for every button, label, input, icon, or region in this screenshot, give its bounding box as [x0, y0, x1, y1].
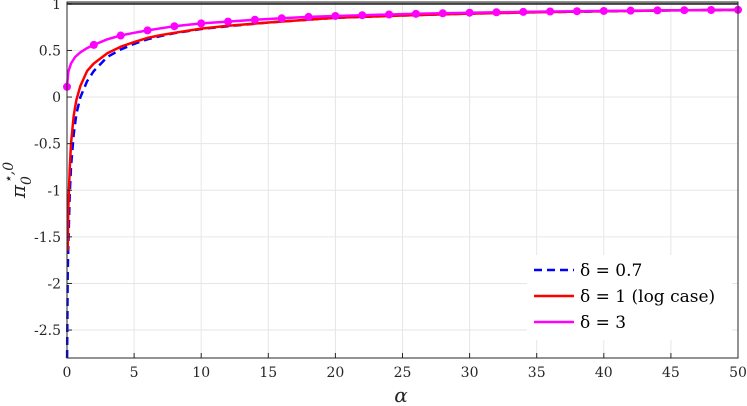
x-axis-label: α — [394, 383, 408, 406]
series-marker — [143, 26, 152, 35]
x-tick-label: 10 — [192, 365, 210, 381]
series-marker — [197, 19, 206, 28]
y-tick-label: 0.5 — [39, 43, 61, 59]
series-marker — [116, 31, 125, 40]
series-marker — [519, 7, 528, 16]
x-tick-label: 5 — [130, 365, 139, 381]
y-tick-label: -0.5 — [34, 137, 61, 153]
series-marker — [707, 6, 716, 15]
x-tick-label: 35 — [528, 365, 546, 381]
x-tick-label: 50 — [729, 365, 747, 381]
y-tick-labels: 1 0.5 0 -0.5 -1 -1.5 -2 -2.5 — [34, 0, 72, 339]
legend: δ = 0.7 δ = 1 (log case) δ = 3 — [527, 255, 732, 340]
series-marker — [277, 14, 286, 23]
legend-label-2: δ = 1 (log case) — [580, 287, 715, 307]
series-marker — [546, 7, 555, 16]
y-tick-label: 1 — [52, 0, 61, 13]
x-tick-label: 15 — [259, 365, 277, 381]
series-marker — [331, 11, 340, 20]
series-marker — [170, 22, 179, 31]
series-marker — [680, 6, 689, 15]
y-tick-label: -1 — [47, 183, 61, 199]
series-marker — [304, 12, 313, 21]
series-marker — [358, 11, 367, 20]
series-marker — [492, 8, 501, 17]
x-tick-labels: 0 5 10 15 20 25 30 35 40 45 50 — [63, 353, 747, 381]
series-marker — [411, 9, 420, 18]
x-tick-label: 30 — [461, 365, 479, 381]
series-marker — [626, 6, 635, 15]
series-marker — [250, 15, 259, 24]
x-tick-label: 20 — [326, 365, 344, 381]
series-marker — [465, 8, 474, 17]
x-tick-label: 40 — [595, 365, 613, 381]
y-tick-label: -2.5 — [34, 323, 61, 339]
series-marker — [438, 9, 447, 18]
series-marker — [572, 7, 581, 16]
series-marker — [89, 40, 98, 49]
y-tick-label: -2 — [47, 276, 61, 292]
svg-text:π0⋆,0: π0⋆,0 — [1, 162, 35, 199]
series-marker — [653, 6, 662, 15]
y-axis-label: π0⋆,0 — [1, 162, 35, 199]
legend-label-1: δ = 0.7 — [580, 261, 642, 281]
x-tick-label: 45 — [662, 365, 680, 381]
series-marker — [385, 10, 394, 19]
y-axis-label-sup: ⋆,0 — [1, 162, 17, 184]
x-tick-label: 0 — [63, 365, 72, 381]
y-axis-label-sub: 0 — [19, 176, 35, 185]
y-axis-label-main: π — [6, 184, 30, 199]
y-tick-label: 0 — [52, 90, 61, 106]
x-tick-label: 25 — [394, 365, 412, 381]
legend-label-3: δ = 3 — [580, 313, 626, 333]
series-marker — [224, 17, 233, 26]
series-marker — [599, 6, 608, 15]
y-tick-label: -1.5 — [34, 230, 61, 246]
